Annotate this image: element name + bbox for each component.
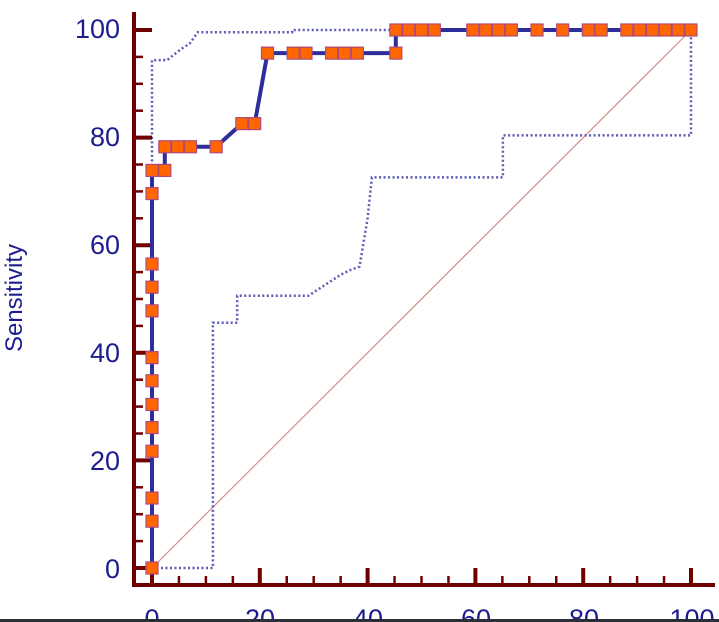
roc-marker <box>145 374 159 388</box>
roc-marker <box>671 23 685 37</box>
roc-marker <box>145 491 159 505</box>
roc-marker <box>145 257 159 271</box>
roc-marker <box>389 46 403 60</box>
roc-marker <box>145 561 159 575</box>
y-tick-label: 60 <box>90 230 120 260</box>
y-axis-title: Sensitivity <box>1 244 28 352</box>
roc-marker <box>209 140 223 154</box>
roc-marker <box>145 304 159 318</box>
roc-marker <box>325 46 339 60</box>
roc-marker <box>145 420 159 435</box>
roc-marker <box>389 23 403 37</box>
confidence-bands-layer <box>150 28 693 570</box>
x-tick-label: 100 <box>669 604 714 622</box>
roc-marker <box>645 23 660 37</box>
roc-marker <box>620 23 634 37</box>
reference-diagonal-layer <box>151 29 692 569</box>
ticks <box>134 28 693 585</box>
x-tick-label: 0 <box>144 604 159 622</box>
roc-marker <box>530 23 544 37</box>
roc-marker <box>145 186 159 201</box>
roc-marker <box>145 444 159 458</box>
roc-marker <box>594 23 608 37</box>
bottom-bar <box>0 619 719 622</box>
roc-marker <box>299 46 313 60</box>
roc-marker <box>260 46 275 60</box>
roc-marker <box>337 46 352 60</box>
roc-marker <box>581 23 595 37</box>
roc-marker <box>466 23 480 37</box>
roc-marker <box>286 46 300 60</box>
roc-markers-layer <box>145 23 698 575</box>
roc-marker <box>491 23 506 37</box>
x-tick-label: 20 <box>245 604 275 622</box>
roc-marker <box>402 23 416 37</box>
roc-marker <box>556 23 570 37</box>
roc-marker <box>479 23 493 37</box>
roc-marker <box>171 140 185 154</box>
roc-marker <box>183 140 198 154</box>
roc-marker <box>658 23 672 37</box>
roc-marker <box>235 117 249 131</box>
x-tick-labels: 0 20 40 60 80 100 <box>144 604 714 622</box>
roc-marker <box>414 23 429 37</box>
y-tick-label: 80 <box>90 122 120 152</box>
y-tick-label: 40 <box>90 338 120 368</box>
upper-confidence-bound-line <box>150 28 691 171</box>
roc-marker <box>145 351 159 365</box>
roc-marker <box>145 514 159 528</box>
roc-marker <box>158 140 172 154</box>
roc-marker <box>158 163 172 178</box>
roc-marker <box>633 23 647 37</box>
x-tick-label: 40 <box>353 604 383 622</box>
roc-marker <box>684 23 698 37</box>
roc-marker <box>350 46 364 60</box>
roc-marker <box>145 163 159 178</box>
y-tick-label: 100 <box>75 14 120 44</box>
roc-marker <box>427 23 441 37</box>
roc-marker <box>145 280 159 294</box>
reference-diagonal-line <box>151 29 692 569</box>
roc-marker <box>248 117 262 131</box>
x-tick-label: 80 <box>569 604 599 622</box>
roc-marker <box>145 397 159 412</box>
y-tick-label: 0 <box>105 554 120 584</box>
y-tick-labels: 0 20 40 60 80 100 <box>75 14 120 584</box>
roc-marker <box>504 23 518 37</box>
x-tick-label: 60 <box>461 604 491 622</box>
y-tick-label: 20 <box>90 446 120 476</box>
